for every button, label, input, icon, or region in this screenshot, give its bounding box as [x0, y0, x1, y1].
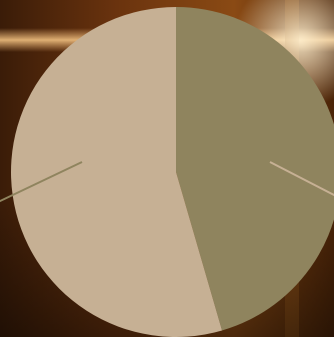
pie-slice-1: [176, 7, 334, 331]
pie-slice-2: [11, 7, 223, 337]
leader-line-left: [0, 161, 83, 203]
leader-line-right: [269, 161, 334, 197]
